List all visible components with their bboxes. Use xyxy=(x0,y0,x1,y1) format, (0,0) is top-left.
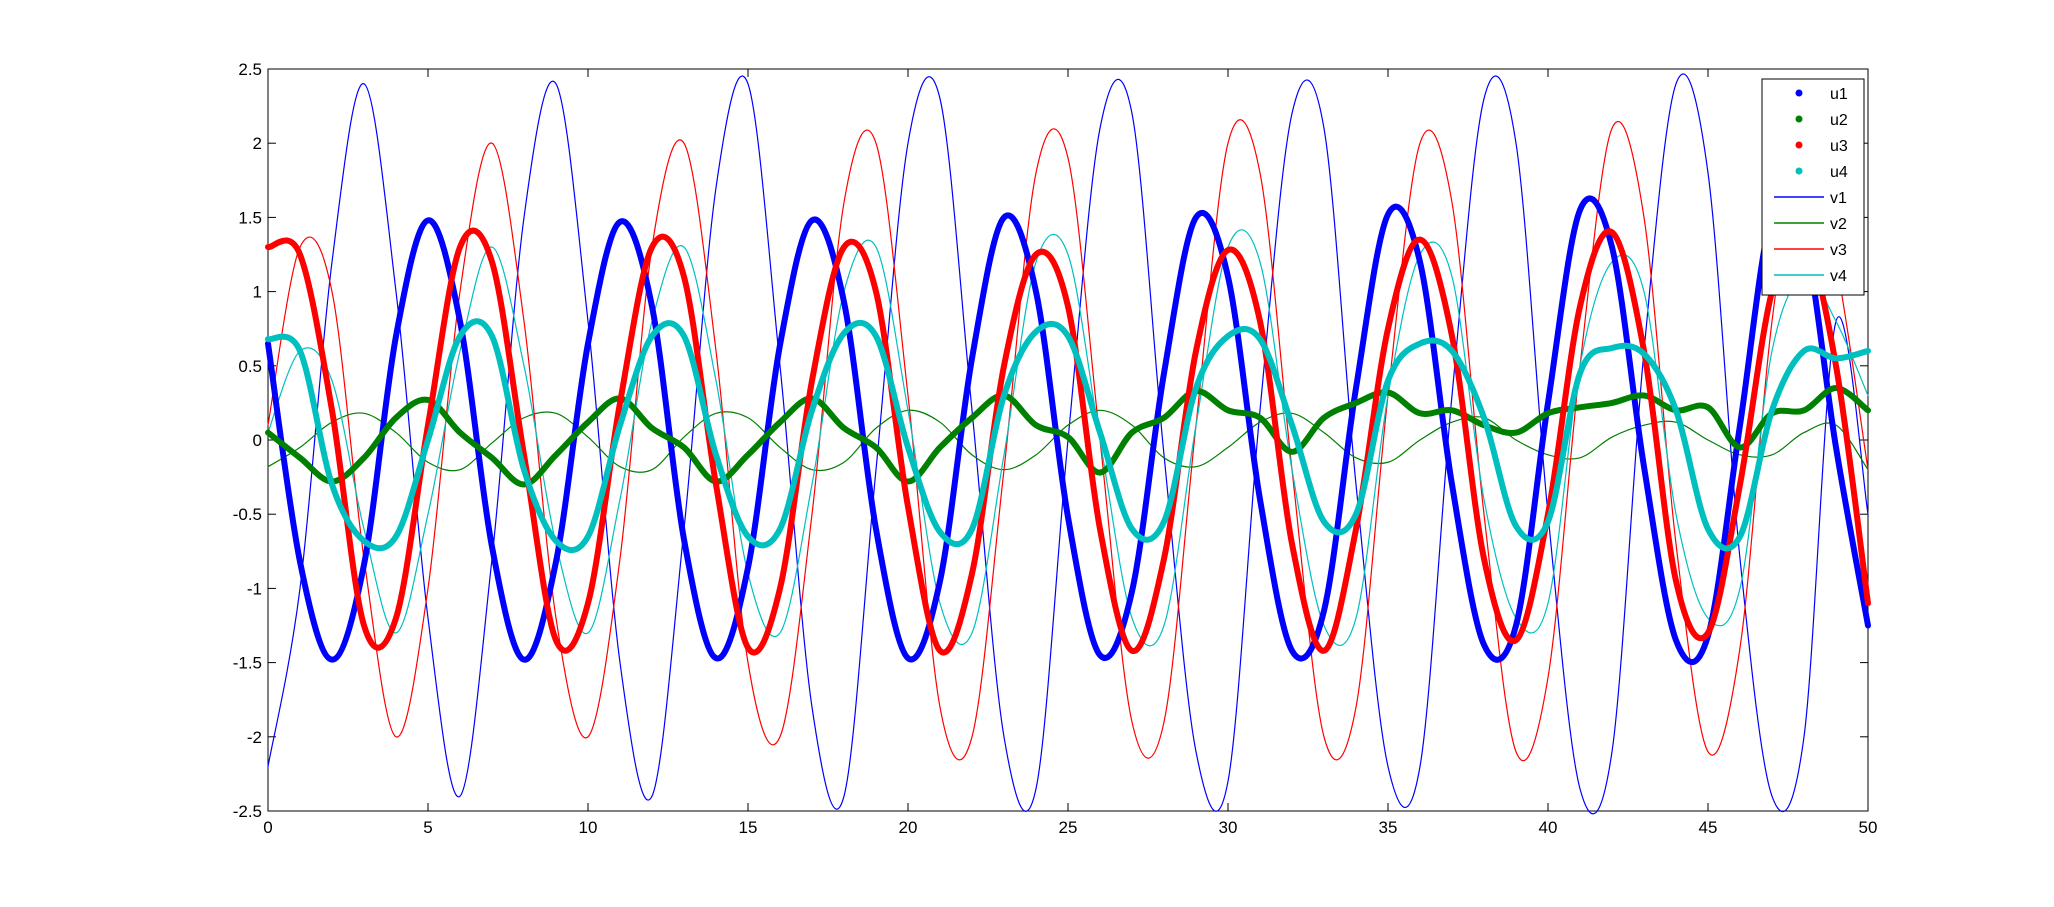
legend-marker-u4 xyxy=(1795,167,1803,175)
x-tick-label: 30 xyxy=(1219,818,1238,837)
x-tick-label: 40 xyxy=(1539,818,1558,837)
y-tick-label: 2 xyxy=(253,134,262,153)
x-tick-label: 20 xyxy=(899,818,918,837)
x-tick-label: 45 xyxy=(1699,818,1718,837)
legend: u1 u2 u3 u4 v1 v2 v3 v4 xyxy=(1761,78,1865,296)
legend-box xyxy=(1761,78,1865,296)
x-tick-label: 50 xyxy=(1859,818,1878,837)
legend-marker-u3 xyxy=(1795,141,1803,149)
y-tick-label: -2.5 xyxy=(233,802,262,821)
y-tick-label: -1 xyxy=(247,579,262,598)
y-tick-label: 2.5 xyxy=(238,60,262,79)
x-tick-label: 5 xyxy=(423,818,432,837)
legend-label-v1: v1 xyxy=(1830,190,1847,207)
y-tick-label: 1 xyxy=(253,283,262,302)
x-tick-label: 0 xyxy=(263,818,272,837)
x-tick-label: 15 xyxy=(739,818,758,837)
x-axis: 0 5 10 15 20 25 30 35 40 45 50 xyxy=(263,69,1877,837)
series-layer xyxy=(265,73,1871,815)
legend-label-v2: v2 xyxy=(1830,216,1847,233)
series-line-u2 xyxy=(265,385,1871,488)
legend-marker-u1 xyxy=(1795,89,1803,97)
y-tick-label: -0.5 xyxy=(233,505,262,524)
x-tick-label: 10 xyxy=(579,818,598,837)
y-tick-label: 0 xyxy=(253,431,262,450)
series-line-u4 xyxy=(265,318,1871,554)
y-tick-label: -1.5 xyxy=(233,654,262,673)
y-tick-label: 0.5 xyxy=(238,357,262,376)
y-axis: -2.5 -2 -1.5 -1 -0.5 0 0.5 1 1.5 2 2.5 xyxy=(233,60,1868,821)
x-tick-label: 25 xyxy=(1059,818,1078,837)
legend-label-u2: u2 xyxy=(1830,112,1848,129)
y-tick-label: -2 xyxy=(247,728,262,747)
x-tick-label: 35 xyxy=(1379,818,1398,837)
legend-label-v3: v3 xyxy=(1830,242,1847,259)
legend-marker-u2 xyxy=(1795,115,1803,123)
legend-label-u4: u4 xyxy=(1830,164,1848,181)
legend-label-u1: u1 xyxy=(1830,86,1848,103)
legend-label-v4: v4 xyxy=(1830,268,1847,285)
legend-label-u3: u3 xyxy=(1830,138,1848,155)
y-tick-label: 1.5 xyxy=(238,208,262,227)
